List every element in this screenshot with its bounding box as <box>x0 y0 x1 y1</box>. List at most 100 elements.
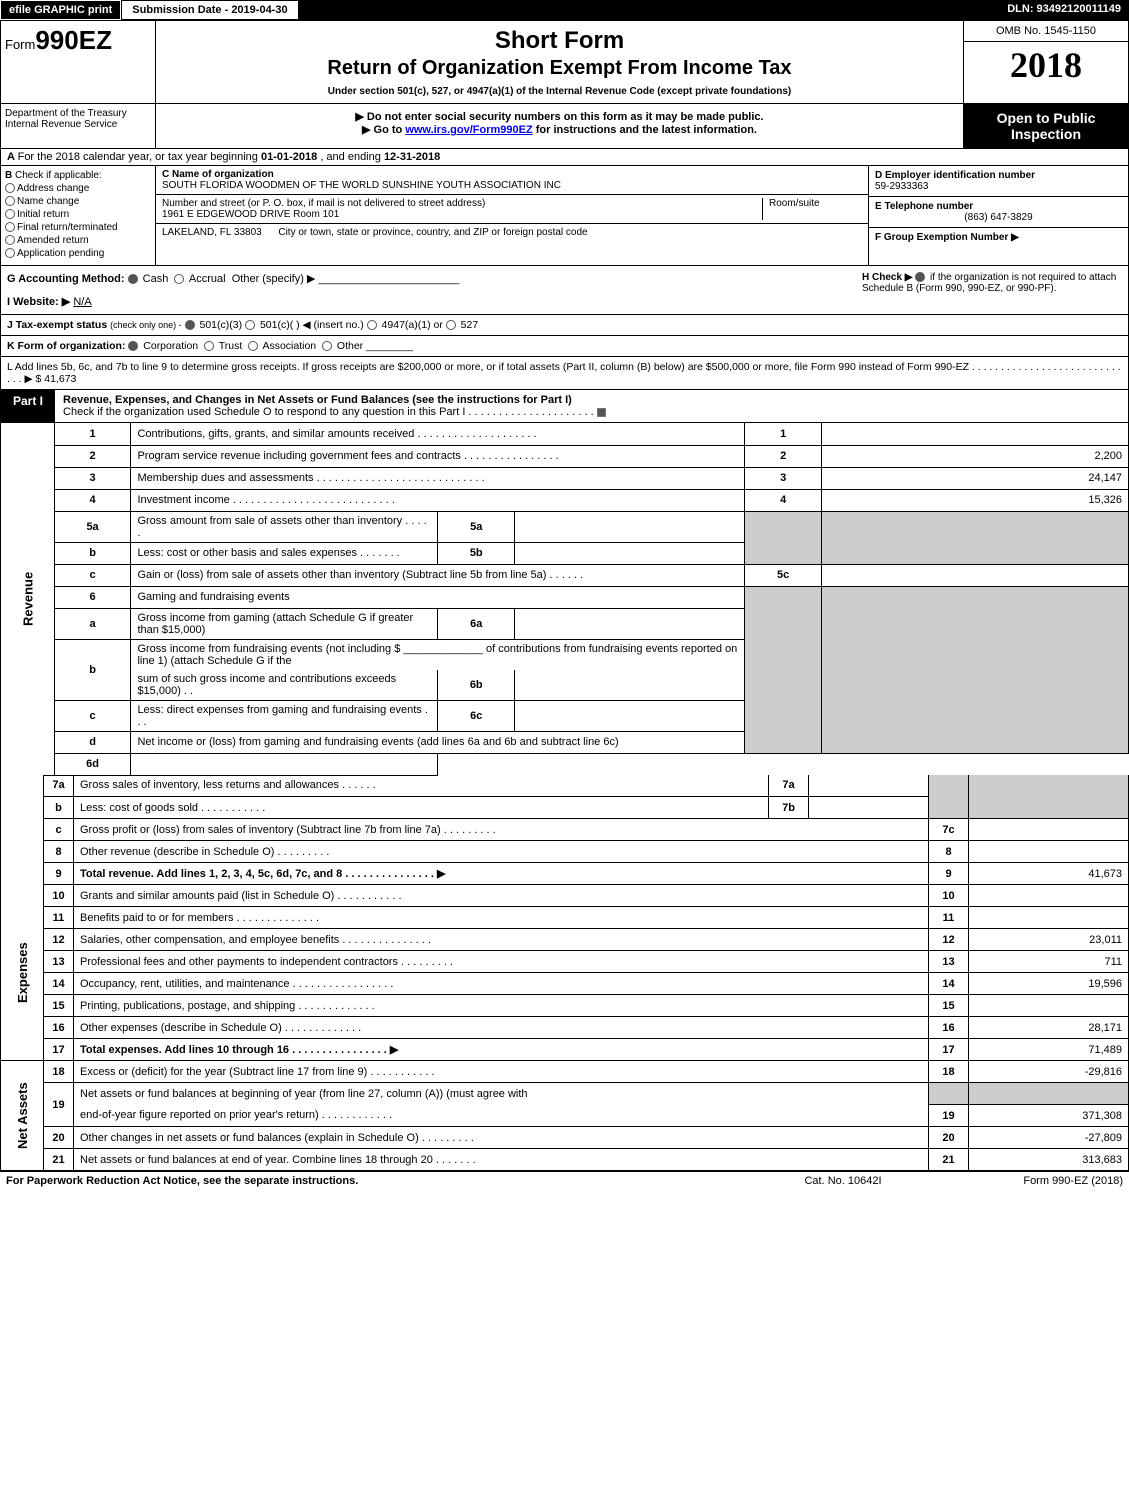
line-16: 16Other expenses (describe in Schedule O… <box>1 1017 1129 1039</box>
bc-row: B Check if applicable: Address change Na… <box>0 166 1129 266</box>
k-assoc[interactable] <box>248 341 258 351</box>
e-label: E Telephone number <box>875 201 1122 212</box>
a-begin: 01-01-2018 <box>261 151 317 163</box>
room-label: Room/suite <box>769 198 862 209</box>
section-c: C Name of organization SOUTH FLORIDA WOO… <box>156 166 868 265</box>
d-cell: D Employer identification number 59-2933… <box>869 166 1128 197</box>
revenue-sidebar: Revenue <box>1 423 55 775</box>
part1-checkbox[interactable] <box>597 408 606 417</box>
expenses-sidebar: Expenses <box>1 885 44 1061</box>
org-name: SOUTH FLORIDA WOODMEN OF THE WORLD SUNSH… <box>162 180 862 191</box>
section-note: Under section 501(c), 527, or 4947(a)(1)… <box>162 86 957 97</box>
section-def: D Employer identification number 59-2933… <box>868 166 1128 265</box>
city-label: City or town, state or province, country… <box>278 227 587 238</box>
footer-right: Form 990-EZ (2018) <box>943 1175 1123 1187</box>
header-middle: Short Form Return of Organization Exempt… <box>156 21 963 103</box>
j-501c3[interactable] <box>185 320 195 330</box>
k-row: K Form of organization: Corporation Trus… <box>0 336 1129 357</box>
g-accrual: Accrual <box>189 273 226 285</box>
omb-number: OMB No. 1545-1150 <box>964 21 1128 42</box>
ein-val: 59-2933363 <box>875 181 1122 192</box>
k-trust[interactable] <box>204 341 214 351</box>
line-19b: end-of-year figure reported on prior yea… <box>1 1105 1129 1127</box>
chk-amended[interactable]: Amended return <box>5 235 151 246</box>
footer: For Paperwork Reduction Act Notice, see … <box>0 1171 1129 1190</box>
chk-address[interactable]: Address change <box>5 183 151 194</box>
footer-mid: Cat. No. 10642I <box>743 1175 943 1187</box>
b-label: Check if applicable: <box>15 170 102 181</box>
chk-pending[interactable]: Application pending <box>5 248 151 259</box>
l-text: L Add lines 5b, 6c, and 7b to line 9 to … <box>7 361 1121 385</box>
form-id-box: Form990EZ <box>1 21 156 103</box>
line-13: 13Professional fees and other payments t… <box>1 951 1129 973</box>
g-section: G Accounting Method: Cash Accrual Other … <box>7 272 862 308</box>
top-bar: efile GRAPHIC print Submission Date - 20… <box>0 0 1129 20</box>
dept-row: Department of the Treasury Internal Reve… <box>0 104 1129 149</box>
h-check[interactable] <box>915 272 925 282</box>
line-4: 4Investment income . . . . . . . . . . .… <box>1 489 1129 511</box>
h-label: H Check ▶ <box>862 272 912 283</box>
lines-table-2: 7aGross sales of inventory, less returns… <box>0 775 1129 1172</box>
line-6d-val: 6d <box>1 753 1129 775</box>
line-5c: cGain or (loss) from sale of assets othe… <box>1 564 1129 586</box>
city-cell: LAKELAND, FL 33803 City or town, state o… <box>156 224 868 241</box>
dept-treasury: Department of the Treasury <box>5 108 151 119</box>
chk-name[interactable]: Name change <box>5 196 151 207</box>
line-5a: 5aGross amount from sale of assets other… <box>1 511 1129 542</box>
addr-val: 1961 E EDGEWOOD DRIVE Room 101 <box>162 209 762 220</box>
spacer <box>299 0 1000 20</box>
section-a: A For the 2018 calendar year, or tax yea… <box>0 149 1129 166</box>
g-label: G Accounting Method: <box>7 273 125 285</box>
line-1: Revenue 1Contributions, gifts, grants, a… <box>1 423 1129 445</box>
accrual-radio[interactable] <box>174 274 184 284</box>
footer-left: For Paperwork Reduction Act Notice, see … <box>6 1175 743 1187</box>
website-val: N/A <box>73 296 91 308</box>
line-2: 2Program service revenue including gover… <box>1 445 1129 467</box>
submission-date: Submission Date - 2019-04-30 <box>121 0 298 20</box>
irs-label: Internal Revenue Service <box>5 119 151 130</box>
g-cash: Cash <box>143 273 169 285</box>
form-990ez: 990EZ <box>35 25 112 55</box>
j-527[interactable] <box>446 320 456 330</box>
line-18: Net Assets 18Excess or (deficit) for the… <box>1 1061 1129 1083</box>
phone-val: (863) 647-3829 <box>875 212 1122 223</box>
line-12: 12Salaries, other compensation, and empl… <box>1 929 1129 951</box>
k-other[interactable] <box>322 341 332 351</box>
line-7a: 7aGross sales of inventory, less returns… <box>1 775 1129 797</box>
addr-label: Number and street (or P. O. box, if mail… <box>162 198 762 209</box>
netassets-sidebar: Net Assets <box>1 1061 44 1171</box>
h-section: H Check ▶ if the organization is not req… <box>862 272 1122 308</box>
j-501c[interactable] <box>245 320 255 330</box>
chk-initial[interactable]: Initial return <box>5 209 151 220</box>
line-19a: 19Net assets or fund balances at beginni… <box>1 1083 1129 1105</box>
e-cell: E Telephone number (863) 647-3829 <box>869 197 1128 228</box>
f-label: F Group Exemption Number ▶ <box>875 232 1019 243</box>
form-number: Form990EZ <box>5 25 151 56</box>
section-b: B Check if applicable: Address change Na… <box>1 166 156 265</box>
goto-post: for instructions and the latest informat… <box>533 124 757 136</box>
line-15: 15Printing, publications, postage, and s… <box>1 995 1129 1017</box>
efile-label: efile GRAPHIC print <box>0 0 121 20</box>
l-row: L Add lines 5b, 6c, and 7b to line 9 to … <box>0 357 1129 390</box>
addr-cell: Number and street (or P. O. box, if mail… <box>156 195 868 224</box>
inspection: Inspection <box>970 126 1122 142</box>
irs-link[interactable]: www.irs.gov/Form990EZ <box>405 124 532 136</box>
return-title: Return of Organization Exempt From Incom… <box>162 57 957 80</box>
g-other: Other (specify) ▶ <box>232 273 316 285</box>
form-prefix: Form <box>5 37 35 52</box>
goto-pre: ▶ Go to <box>362 124 405 136</box>
k-corp[interactable] <box>128 341 138 351</box>
chk-final[interactable]: Final return/terminated <box>5 222 151 233</box>
line-11: 11Benefits paid to or for members . . . … <box>1 907 1129 929</box>
line-7c: cGross profit or (loss) from sales of in… <box>1 819 1129 841</box>
f-cell: F Group Exemption Number ▶ <box>869 228 1128 247</box>
a-text-pre: For the 2018 calendar year, or tax year … <box>18 151 261 163</box>
line-6: 6Gaming and fundraising events <box>1 586 1129 608</box>
a-end: 12-31-2018 <box>384 151 440 163</box>
cash-radio[interactable] <box>128 274 138 284</box>
header-row: Form990EZ Short Form Return of Organizat… <box>0 20 1129 104</box>
header-right: OMB No. 1545-1150 2018 <box>963 21 1128 103</box>
j-4947[interactable] <box>367 320 377 330</box>
open-public-1: Open to Public <box>970 110 1122 126</box>
j-note: (check only one) - <box>110 320 182 330</box>
